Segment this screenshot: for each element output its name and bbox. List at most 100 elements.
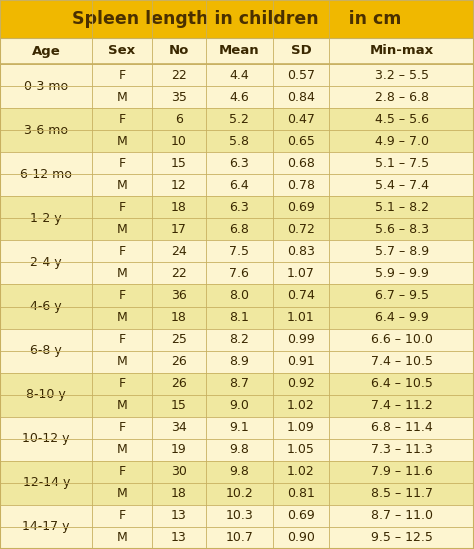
Text: 6: 6 <box>175 113 183 126</box>
Text: 12-14 y: 12-14 y <box>23 477 70 489</box>
Text: 5.1 – 7.5: 5.1 – 7.5 <box>374 156 429 170</box>
FancyBboxPatch shape <box>0 351 474 373</box>
Text: Spleen length in children     in cm: Spleen length in children in cm <box>73 10 401 28</box>
Text: 5.8: 5.8 <box>229 135 249 148</box>
Text: 26: 26 <box>171 377 187 390</box>
Text: 1-2 y: 1-2 y <box>30 212 62 225</box>
Text: 0.90: 0.90 <box>287 531 315 545</box>
FancyBboxPatch shape <box>0 152 474 174</box>
Text: 14-17 y: 14-17 y <box>22 520 70 534</box>
Text: 6-8 y: 6-8 y <box>30 344 62 357</box>
FancyBboxPatch shape <box>0 174 474 197</box>
Text: M: M <box>117 531 128 545</box>
Text: 4.6: 4.6 <box>229 91 249 104</box>
Text: F: F <box>118 113 126 126</box>
Text: 18: 18 <box>171 488 187 500</box>
Text: F: F <box>118 421 126 434</box>
Text: 0.83: 0.83 <box>287 245 315 258</box>
Text: M: M <box>117 135 128 148</box>
Text: 0-3 mo: 0-3 mo <box>24 80 68 93</box>
FancyBboxPatch shape <box>0 108 474 130</box>
Text: 0.68: 0.68 <box>287 156 315 170</box>
Text: 10.3: 10.3 <box>226 509 253 523</box>
Text: 5.2: 5.2 <box>229 113 249 126</box>
FancyBboxPatch shape <box>0 240 474 262</box>
FancyBboxPatch shape <box>0 373 474 395</box>
Text: 0.47: 0.47 <box>287 113 315 126</box>
Text: 1.02: 1.02 <box>287 466 315 478</box>
Text: 10.2: 10.2 <box>226 488 253 500</box>
Text: 18: 18 <box>171 311 187 324</box>
Text: No: No <box>169 44 189 58</box>
Text: 10: 10 <box>171 135 187 148</box>
Text: 9.8: 9.8 <box>229 466 249 478</box>
Text: 0.84: 0.84 <box>287 91 315 104</box>
Text: 0.99: 0.99 <box>287 333 315 346</box>
Text: SD: SD <box>291 44 311 58</box>
Text: 10-12 y: 10-12 y <box>22 432 70 445</box>
Text: 0.92: 0.92 <box>287 377 315 390</box>
Text: 8.7 – 11.0: 8.7 – 11.0 <box>371 509 433 523</box>
Text: 22: 22 <box>171 69 187 81</box>
Text: 36: 36 <box>171 289 187 302</box>
Text: M: M <box>117 311 128 324</box>
Text: M: M <box>117 223 128 236</box>
Text: 9.0: 9.0 <box>229 399 249 412</box>
Text: 12: 12 <box>171 179 187 192</box>
FancyBboxPatch shape <box>0 130 474 152</box>
Text: M: M <box>117 91 128 104</box>
Text: 0.65: 0.65 <box>287 135 315 148</box>
Text: 0.69: 0.69 <box>287 509 315 523</box>
Text: 5.6 – 8.3: 5.6 – 8.3 <box>375 223 428 236</box>
FancyBboxPatch shape <box>0 64 474 86</box>
FancyBboxPatch shape <box>0 483 474 505</box>
Text: 0.57: 0.57 <box>287 69 315 81</box>
Text: 34: 34 <box>171 421 187 434</box>
Text: 7.4 – 11.2: 7.4 – 11.2 <box>371 399 433 412</box>
Text: 8.7: 8.7 <box>229 377 249 390</box>
Text: F: F <box>118 156 126 170</box>
Text: 0.81: 0.81 <box>287 488 315 500</box>
Text: 15: 15 <box>171 156 187 170</box>
Text: 9.8: 9.8 <box>229 443 249 456</box>
Text: 1.07: 1.07 <box>287 267 315 280</box>
Text: 26: 26 <box>171 355 187 368</box>
Text: 4.9 – 7.0: 4.9 – 7.0 <box>375 135 428 148</box>
Text: F: F <box>118 509 126 523</box>
Text: 8.2: 8.2 <box>229 333 249 346</box>
Text: 24: 24 <box>171 245 187 258</box>
FancyBboxPatch shape <box>0 0 474 38</box>
Text: Sex: Sex <box>109 44 136 58</box>
Text: 6.4 – 9.9: 6.4 – 9.9 <box>375 311 428 324</box>
Text: 1.02: 1.02 <box>287 399 315 412</box>
Text: 6.8: 6.8 <box>229 223 249 236</box>
Text: 4-6 y: 4-6 y <box>30 300 62 313</box>
Text: 2-4 y: 2-4 y <box>30 256 62 269</box>
Text: 13: 13 <box>171 531 187 545</box>
Text: F: F <box>118 245 126 258</box>
Text: 0.78: 0.78 <box>287 179 315 192</box>
FancyBboxPatch shape <box>0 86 474 108</box>
Text: 5.1 – 8.2: 5.1 – 8.2 <box>375 201 428 214</box>
Text: 8.0: 8.0 <box>229 289 249 302</box>
Text: 7.4 – 10.5: 7.4 – 10.5 <box>371 355 433 368</box>
Text: 0.74: 0.74 <box>287 289 315 302</box>
FancyBboxPatch shape <box>0 284 474 306</box>
Text: 9.1: 9.1 <box>229 421 249 434</box>
Text: F: F <box>118 377 126 390</box>
FancyBboxPatch shape <box>0 527 474 549</box>
Text: 3-6 mo: 3-6 mo <box>24 124 68 137</box>
Text: M: M <box>117 443 128 456</box>
Text: 7.9 – 11.6: 7.9 – 11.6 <box>371 466 433 478</box>
Text: 25: 25 <box>171 333 187 346</box>
Text: F: F <box>118 289 126 302</box>
Text: 5.7 – 8.9: 5.7 – 8.9 <box>374 245 429 258</box>
Text: M: M <box>117 267 128 280</box>
Text: 13: 13 <box>171 509 187 523</box>
FancyBboxPatch shape <box>0 505 474 527</box>
Text: M: M <box>117 399 128 412</box>
FancyBboxPatch shape <box>0 306 474 328</box>
FancyBboxPatch shape <box>0 461 474 483</box>
Text: 6.3: 6.3 <box>229 156 249 170</box>
FancyBboxPatch shape <box>0 395 474 417</box>
